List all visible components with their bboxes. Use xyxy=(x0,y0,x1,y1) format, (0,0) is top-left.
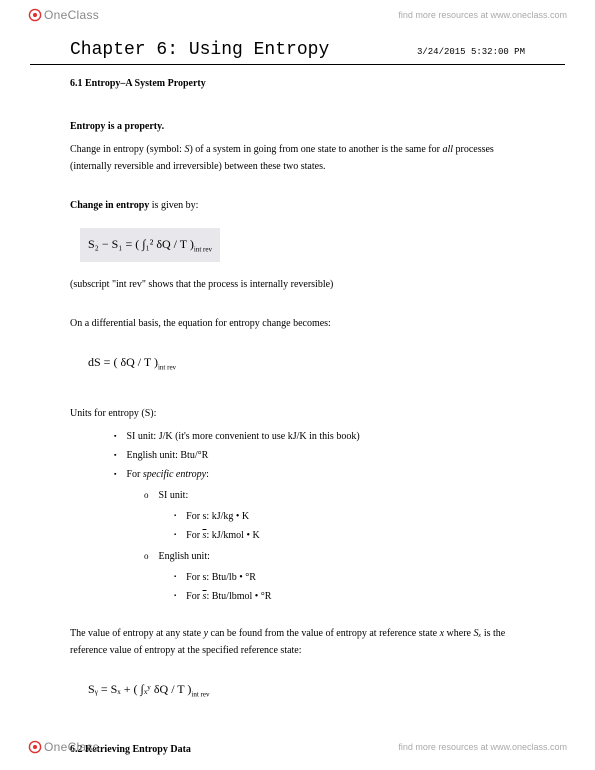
timestamp: 3/24/2015 5:32:00 PM xyxy=(417,47,525,57)
page-header: OneClass find more resources at www.onec… xyxy=(0,0,595,30)
brand-logo: OneClass xyxy=(28,8,99,22)
page-footer: OneClass find more resources at www.onec… xyxy=(0,732,595,762)
given-by-line: Change in entropy is given by: xyxy=(70,197,525,214)
section-6-1-heading: 6.1 Entropy–A System Property xyxy=(70,75,525,92)
unit-si: SI unit: J/K (it's more convenient to us… xyxy=(110,428,525,445)
logo-icon-footer xyxy=(28,740,42,754)
entropy-property-line: Entropy is a property. xyxy=(70,118,525,135)
reference-state-para: The value of entropy at any state y can … xyxy=(70,625,525,659)
formula-differential: dS = ( δQ / T )int rev xyxy=(80,346,184,380)
unit-english: English unit: Btu/°R xyxy=(110,447,525,464)
specific-en-items: For s: Btu/lb • °R For s: Btu/lbmol • °R xyxy=(170,569,525,605)
specific-si-items: For s: kJ/kg • K For s: kJ/kmol • K xyxy=(170,508,525,544)
unit-specific: For specific entropy: xyxy=(110,466,525,483)
subscript-note: (subscript "int rev" shows that the proc… xyxy=(70,276,525,293)
document-body: 6.1 Entropy–A System Property Entropy is… xyxy=(0,75,595,758)
logo-icon xyxy=(28,8,42,22)
chapter-title: Chapter 6: Using Entropy xyxy=(70,40,329,60)
units-intro: Units for entropy (S): xyxy=(70,405,525,422)
units-list: SI unit: J/K (it's more convenient to us… xyxy=(110,428,525,483)
en-sbar: For s: Btu/lbmol • °R xyxy=(170,588,525,605)
specific-si-label: SI unit: xyxy=(140,487,525,504)
brand-logo-footer: OneClass xyxy=(28,740,99,754)
specific-si-group: SI unit: xyxy=(140,487,525,504)
si-sbar: For s: kJ/kmol • K xyxy=(170,527,525,544)
title-row: Chapter 6: Using Entropy 3/24/2015 5:32:… xyxy=(30,30,565,65)
resources-link-bottom[interactable]: find more resources at www.oneclass.com xyxy=(398,742,567,752)
specific-en-label: English unit: xyxy=(140,548,525,565)
formula-reference: Sᵧ = Sₓ + ( ∫ₓʸ δQ / T )int rev xyxy=(80,673,218,707)
change-description: Change in entropy (symbol: S) of a syste… xyxy=(70,141,525,175)
brand-text-footer: OneClass xyxy=(44,740,99,754)
resources-link-top[interactable]: find more resources at www.oneclass.com xyxy=(398,10,567,20)
brand-text: OneClass xyxy=(44,8,99,22)
differential-basis: On a differential basis, the equation fo… xyxy=(70,315,525,332)
specific-en-group: English unit: xyxy=(140,548,525,565)
si-s: For s: kJ/kg • K xyxy=(170,508,525,525)
formula-entropy-change: S₂ − S₁ = ( ∫₁² δQ / T )int rev xyxy=(80,228,220,262)
en-s: For s: Btu/lb • °R xyxy=(170,569,525,586)
